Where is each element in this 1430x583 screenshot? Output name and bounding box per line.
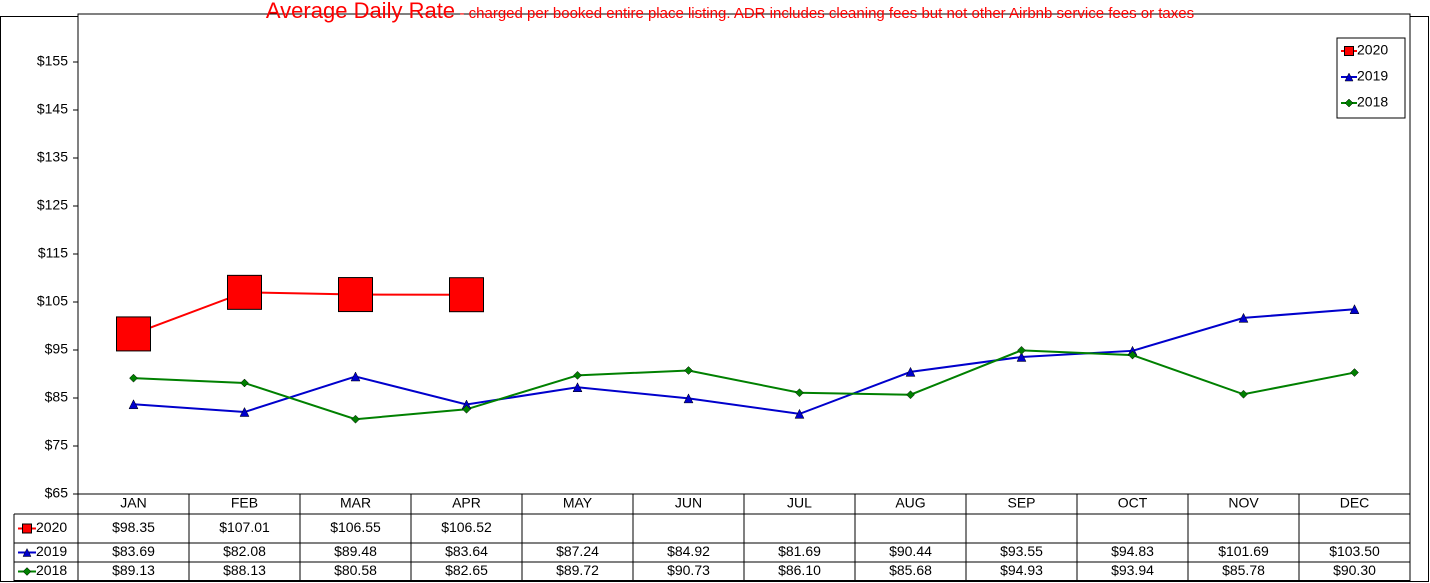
point xyxy=(572,382,583,392)
x-tick-label: MAR xyxy=(340,495,371,511)
legend-label: 2019 xyxy=(1357,68,1388,84)
point xyxy=(906,390,915,400)
y-tick-label: $135 xyxy=(37,149,68,165)
table-series-label: 2019 xyxy=(36,543,67,559)
point xyxy=(1349,304,1360,314)
series-line xyxy=(133,291,467,335)
table-series-label: 2018 xyxy=(36,562,67,578)
point xyxy=(573,370,582,380)
chart-subtitle: - charged per booked entire place listin… xyxy=(459,5,1195,22)
x-tick-label: NOV xyxy=(1228,495,1259,511)
point xyxy=(239,406,250,417)
point xyxy=(462,404,471,414)
legend-key xyxy=(1344,98,1354,108)
x-tick-label: JUL xyxy=(787,495,812,511)
point xyxy=(449,277,484,313)
title-block: Average Daily Rate - charged per booked … xyxy=(150,0,1310,25)
y-tick-label: $145 xyxy=(37,101,68,117)
x-tick-label: APR xyxy=(452,495,481,511)
point xyxy=(794,408,805,419)
legend-key xyxy=(22,547,32,557)
point xyxy=(1128,350,1137,360)
point xyxy=(684,366,693,375)
legend-key xyxy=(22,567,32,576)
table-value: $94.93 xyxy=(1000,562,1043,578)
y-tick-label: $105 xyxy=(37,293,68,309)
x-tick-label: DEC xyxy=(1340,495,1370,511)
point xyxy=(129,373,138,383)
point xyxy=(128,399,139,410)
series-line xyxy=(133,349,1355,421)
y-tick-label: $85 xyxy=(45,389,69,405)
x-tick-label: AUG xyxy=(895,495,925,511)
table-value: $106.55 xyxy=(330,519,381,535)
table-value: $88.13 xyxy=(223,562,266,578)
table-value: $84.92 xyxy=(667,543,710,559)
point xyxy=(350,371,361,382)
x-tick-label: JUN xyxy=(675,495,702,511)
point xyxy=(795,388,804,398)
legend-key xyxy=(1344,72,1354,82)
table-value: $101.69 xyxy=(1218,543,1269,559)
chart-title: Average Daily Rate xyxy=(265,0,456,23)
x-tick-label: JAN xyxy=(120,495,146,511)
table-value: $85.78 xyxy=(1222,562,1265,578)
y-tick-label: $125 xyxy=(37,197,68,213)
x-tick-label: FEB xyxy=(231,495,258,511)
table-value: $82.65 xyxy=(445,562,488,578)
table-value: $90.73 xyxy=(667,562,710,578)
table-series-label: 2020 xyxy=(36,519,67,535)
table-value: $89.72 xyxy=(556,562,599,578)
x-tick-label: MAY xyxy=(563,495,593,511)
table-value: $98.35 xyxy=(112,519,155,535)
table-value: $103.50 xyxy=(1329,543,1380,559)
legend-label: 2018 xyxy=(1357,94,1388,110)
table-value: $81.69 xyxy=(778,543,821,559)
table-value: $90.30 xyxy=(1333,562,1376,578)
point xyxy=(1017,345,1026,355)
table-value: $85.68 xyxy=(889,562,932,578)
table-value: $93.94 xyxy=(1111,562,1154,578)
point xyxy=(240,378,249,388)
table-value: $107.01 xyxy=(219,519,270,535)
table-value: $89.13 xyxy=(112,562,155,578)
point xyxy=(338,277,373,313)
x-tick-label: OCT xyxy=(1118,495,1148,511)
table-value: $87.24 xyxy=(556,543,599,559)
y-tick-label: $75 xyxy=(45,437,69,453)
table-value: $94.83 xyxy=(1111,543,1154,559)
table-value: $80.58 xyxy=(334,562,377,578)
point xyxy=(905,366,916,377)
point xyxy=(1238,312,1249,323)
y-tick-label: $155 xyxy=(37,53,68,69)
point xyxy=(351,414,360,424)
plot-area xyxy=(77,13,1411,495)
table-value: $90.44 xyxy=(889,543,932,559)
series-line xyxy=(133,308,1355,415)
legend-key xyxy=(1344,46,1354,56)
table-value: $89.48 xyxy=(334,543,377,559)
point xyxy=(1016,351,1027,362)
point xyxy=(227,274,262,310)
x-tick-label: SEP xyxy=(1007,495,1035,511)
table-value: $93.55 xyxy=(1000,543,1043,559)
point xyxy=(1239,389,1248,399)
point xyxy=(683,393,694,404)
table-value: $83.64 xyxy=(445,543,488,559)
table-value: $86.10 xyxy=(778,562,821,578)
point xyxy=(116,316,151,352)
table-value: $83.69 xyxy=(112,543,155,559)
y-tick-label: $65 xyxy=(45,485,69,501)
table-value: $106.52 xyxy=(441,519,492,535)
y-tick-label: $115 xyxy=(38,245,68,261)
point xyxy=(1350,368,1359,377)
table-value: $82.08 xyxy=(223,543,266,559)
legend-label: 2020 xyxy=(1357,42,1388,58)
legend-key xyxy=(22,523,32,534)
y-tick-label: $95 xyxy=(45,341,69,357)
